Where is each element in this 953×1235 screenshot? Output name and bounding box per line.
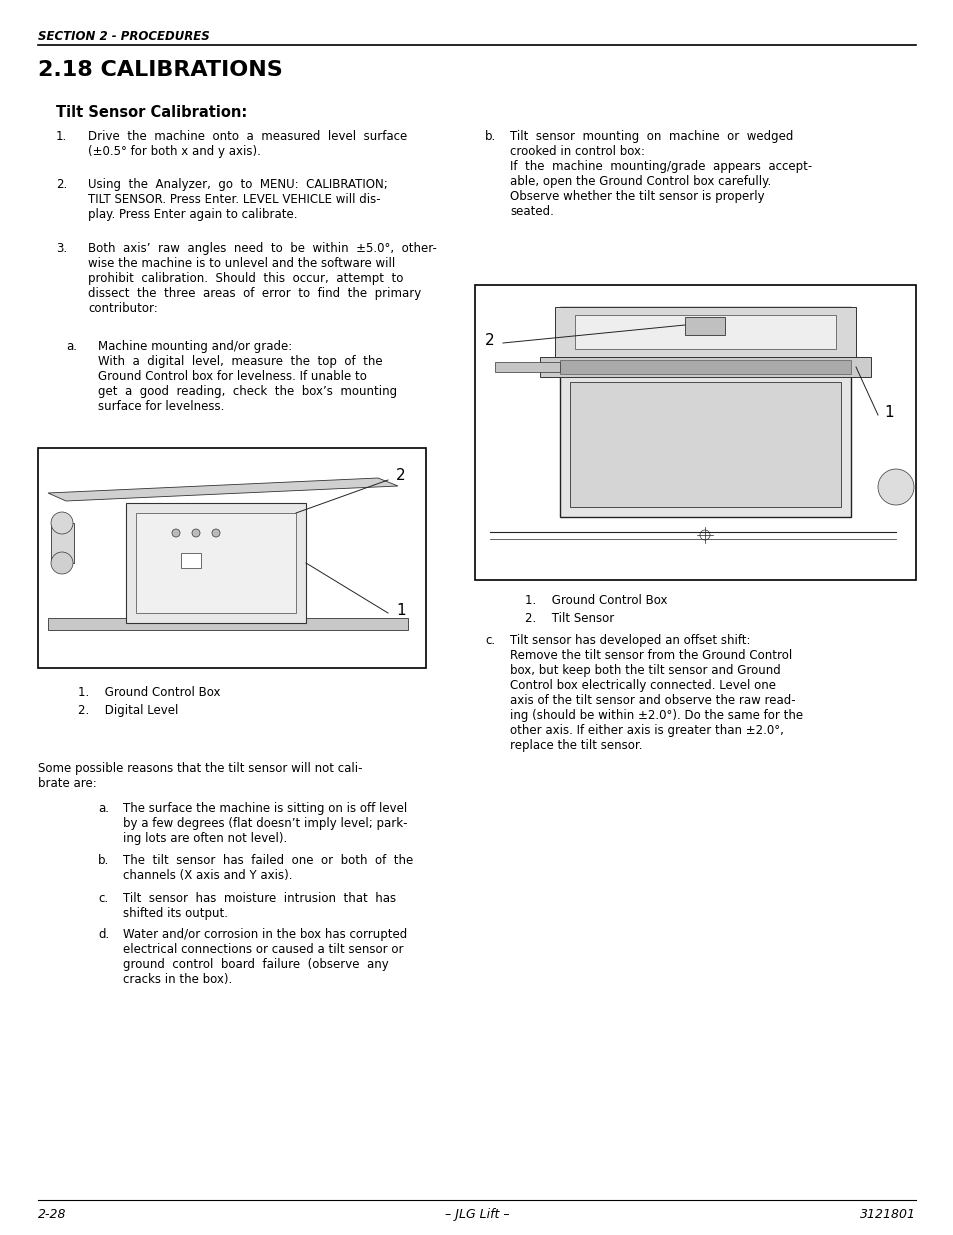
Text: Tilt  sensor  mounting  on  machine  or  wedged
crooked in control box:
If  the : Tilt sensor mounting on machine or wedge…	[510, 130, 811, 219]
Polygon shape	[684, 317, 724, 335]
Polygon shape	[48, 478, 397, 501]
Polygon shape	[495, 362, 559, 372]
Circle shape	[700, 530, 709, 540]
Text: The surface the machine is sitting on is off level
by a few degrees (flat doesn’: The surface the machine is sitting on is…	[123, 802, 407, 845]
Bar	[475, 285, 915, 580]
Text: a.: a.	[98, 802, 109, 815]
Text: 2: 2	[395, 468, 405, 483]
Text: Tilt Sensor Calibration:: Tilt Sensor Calibration:	[56, 105, 247, 120]
Text: a.: a.	[66, 340, 77, 353]
Polygon shape	[569, 382, 841, 508]
Polygon shape	[559, 359, 850, 374]
Polygon shape	[181, 553, 201, 568]
Text: 3121801: 3121801	[859, 1208, 915, 1221]
Text: 3.: 3.	[56, 242, 67, 254]
Circle shape	[51, 513, 73, 534]
Polygon shape	[555, 308, 855, 357]
Text: 1.  Ground Control Box: 1. Ground Control Box	[524, 594, 667, 606]
Polygon shape	[136, 513, 295, 613]
Text: b.: b.	[98, 853, 110, 867]
Circle shape	[172, 529, 180, 537]
Circle shape	[877, 469, 913, 505]
Polygon shape	[539, 357, 870, 377]
Text: 1.: 1.	[56, 130, 67, 143]
Text: – JLG Lift –: – JLG Lift –	[444, 1208, 509, 1221]
Text: SECTION 2 - PROCEDURES: SECTION 2 - PROCEDURES	[38, 30, 210, 43]
Polygon shape	[48, 618, 408, 630]
Text: 1.  Ground Control Box: 1. Ground Control Box	[78, 685, 220, 699]
Polygon shape	[51, 522, 74, 563]
Text: b.: b.	[484, 130, 496, 143]
Text: 2: 2	[484, 333, 494, 348]
Text: 2.  Tilt Sensor: 2. Tilt Sensor	[524, 613, 614, 625]
Text: The  tilt  sensor  has  failed  one  or  both  of  the
channels (X axis and Y ax: The tilt sensor has failed one or both o…	[123, 853, 413, 882]
Text: d.: d.	[98, 927, 110, 941]
Text: 2.  Digital Level: 2. Digital Level	[78, 704, 178, 718]
Circle shape	[212, 529, 220, 537]
Text: 2.: 2.	[56, 178, 67, 191]
Text: Tilt sensor has developed an offset shift:
Remove the tilt sensor from the Groun: Tilt sensor has developed an offset shif…	[510, 634, 802, 752]
Polygon shape	[559, 308, 850, 517]
Bar	[38, 448, 426, 668]
Text: Water and/or corrosion in the box has corrupted
electrical connections or caused: Water and/or corrosion in the box has co…	[123, 927, 407, 986]
Text: c.: c.	[484, 634, 495, 647]
Text: 2-28: 2-28	[38, 1208, 67, 1221]
Polygon shape	[126, 503, 306, 622]
Text: Using  the  Analyzer,  go  to  MENU:  CALIBRATION;
TILT SENSOR. Press Enter. LEV: Using the Analyzer, go to MENU: CALIBRAT…	[88, 178, 387, 221]
Text: Both  axis’  raw  angles  need  to  be  within  ±5.0°,  other-
wise the machine : Both axis’ raw angles need to be within …	[88, 242, 436, 315]
Text: 1: 1	[883, 405, 893, 420]
Circle shape	[192, 529, 200, 537]
Polygon shape	[575, 315, 835, 350]
Text: Some possible reasons that the tilt sensor will not cali-
brate are:: Some possible reasons that the tilt sens…	[38, 762, 362, 790]
Text: Drive  the  machine  onto  a  measured  level  surface
(±0.5° for both x and y a: Drive the machine onto a measured level …	[88, 130, 407, 158]
Circle shape	[51, 552, 73, 574]
Text: 1: 1	[395, 603, 405, 618]
Text: 2.18 CALIBRATIONS: 2.18 CALIBRATIONS	[38, 61, 282, 80]
Text: c.: c.	[98, 892, 108, 905]
Text: Machine mounting and/or grade:
With  a  digital  level,  measure  the  top  of  : Machine mounting and/or grade: With a di…	[98, 340, 396, 412]
Text: Tilt  sensor  has  moisture  intrusion  that  has
shifted its output.: Tilt sensor has moisture intrusion that …	[123, 892, 395, 920]
